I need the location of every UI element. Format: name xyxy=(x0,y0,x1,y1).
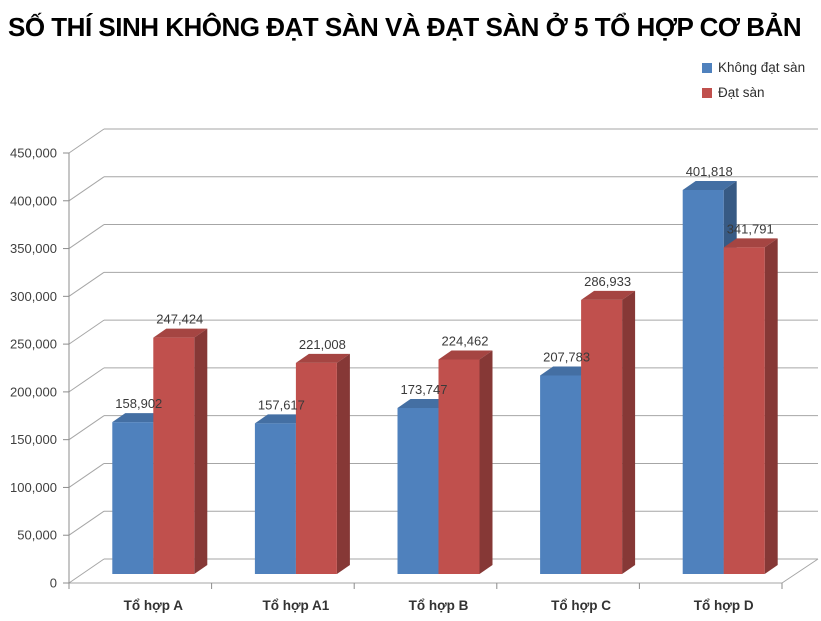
bar-side-face xyxy=(336,353,350,574)
x-category-label: Tổ hợp A1 xyxy=(262,598,329,613)
y-tick-label: 0 xyxy=(50,576,57,591)
data-label-dat-san: 286,933 xyxy=(584,274,631,289)
legend-label-dat-san: Đạt sàn xyxy=(718,85,765,100)
legend-item-dat-san: Đạt sàn xyxy=(702,85,805,100)
chart-title: SỐ THÍ SINH KHÔNG ĐẠT SÀN VÀ ĐẠT SÀN Ở 5… xyxy=(8,12,802,42)
bar-top-face xyxy=(438,350,493,360)
gridline-diagonal xyxy=(68,415,105,441)
y-tick-label: 300,000 xyxy=(10,289,57,304)
x-category-label: Tổ hợp B xyxy=(409,598,469,613)
bar-top-face xyxy=(723,238,778,248)
bar-front-face xyxy=(438,359,480,574)
gridline-diagonal xyxy=(68,176,105,202)
bar-top-face xyxy=(112,413,167,423)
legend-swatch-khong-dat-san xyxy=(702,62,712,73)
legend-swatch-dat-san xyxy=(702,87,712,98)
bar-top-face xyxy=(397,398,452,408)
legend-label-khong-dat-san: Không đạt sàn xyxy=(718,60,806,75)
data-label-khong-dat-san: 173,747 xyxy=(401,382,448,397)
data-label-dat-san: 221,008 xyxy=(299,337,346,352)
gridline-diagonal xyxy=(68,367,105,393)
legend: Không đạt sàn Đạt sàn xyxy=(702,60,805,100)
bar-side-face xyxy=(764,238,778,574)
gridline-diagonal xyxy=(68,463,105,488)
y-tick-label: 400,000 xyxy=(10,193,57,208)
gridline-diagonal xyxy=(68,319,105,345)
data-label-khong-dat-san: 157,617 xyxy=(258,397,305,412)
y-tick-label: 50,000 xyxy=(17,528,57,543)
bar-top-face xyxy=(153,328,208,338)
bar-dat-san xyxy=(723,238,778,574)
bar-front-face xyxy=(112,422,154,574)
data-label-dat-san: 247,424 xyxy=(156,312,203,327)
bar-front-face xyxy=(153,337,195,574)
gridline-diagonal xyxy=(68,271,105,297)
legend-item-khong-dat-san: Không đạt sàn xyxy=(702,60,805,75)
floor-right-edge xyxy=(781,558,819,584)
bar-top-face xyxy=(682,181,737,191)
x-category-label: Tổ hợp D xyxy=(694,598,754,613)
bar-top-face xyxy=(581,290,636,300)
bar-top-face xyxy=(295,353,350,363)
y-tick-label: 250,000 xyxy=(10,337,57,352)
data-label-khong-dat-san: 401,818 xyxy=(686,164,733,179)
data-label-khong-dat-san: 158,902 xyxy=(115,396,162,411)
bar-side-face xyxy=(479,350,493,574)
data-label-dat-san: 224,462 xyxy=(442,334,489,349)
bar-front-face xyxy=(540,375,582,574)
bar-front-face xyxy=(254,423,296,574)
bar-top-face xyxy=(540,366,595,376)
y-tick-label: 100,000 xyxy=(10,480,57,495)
x-category-label: Tổ hợp A xyxy=(124,598,184,613)
gridline-diagonal xyxy=(68,224,105,249)
y-tick-label: 150,000 xyxy=(10,432,57,447)
bar-front-face xyxy=(581,299,623,574)
bar-dat-san xyxy=(438,350,493,574)
bar-top-face xyxy=(254,414,309,424)
y-tick-label: 350,000 xyxy=(10,241,57,256)
bar-dat-san xyxy=(581,290,636,574)
x-category-label: Tổ hợp C xyxy=(551,598,611,613)
bar-front-face xyxy=(682,190,724,574)
bar-front-face xyxy=(397,407,439,574)
bar-dat-san xyxy=(295,353,350,574)
bar-front-face xyxy=(723,247,765,574)
gridline-diagonal xyxy=(68,510,105,536)
bar-side-face xyxy=(622,290,636,574)
y-tick-label: 450,000 xyxy=(10,146,57,161)
bar-dat-san xyxy=(153,328,208,574)
y-tick-label: 200,000 xyxy=(10,384,57,399)
bar-front-face xyxy=(295,362,337,574)
gridline-diagonal xyxy=(68,558,105,584)
data-label-dat-san: 341,791 xyxy=(727,221,774,236)
gridline-diagonal xyxy=(68,128,105,154)
data-label-khong-dat-san: 207,783 xyxy=(543,349,590,364)
bar-side-face xyxy=(194,328,208,574)
